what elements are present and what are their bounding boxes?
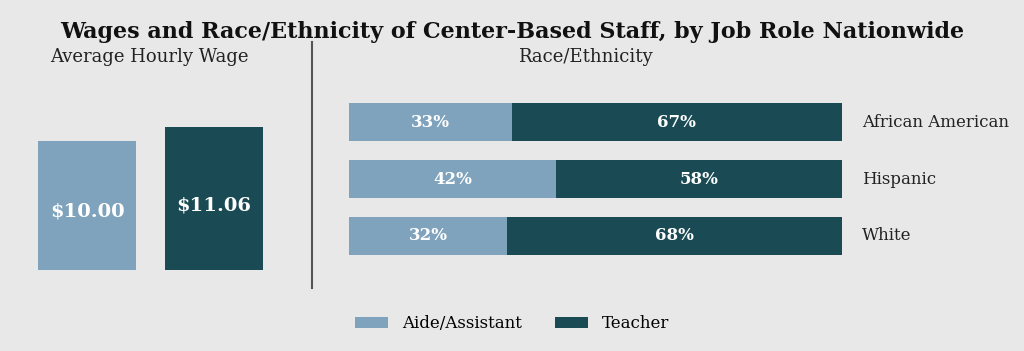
Text: 33%: 33%: [411, 114, 450, 131]
Text: Race/Ethnicity: Race/Ethnicity: [518, 48, 653, 66]
Text: Hispanic: Hispanic: [862, 171, 936, 187]
Bar: [507, 217, 842, 255]
Text: 68%: 68%: [655, 227, 694, 244]
Bar: [349, 103, 512, 141]
Text: 42%: 42%: [433, 171, 472, 187]
Text: White: White: [862, 227, 911, 244]
Text: 67%: 67%: [657, 114, 696, 131]
Bar: [349, 160, 556, 198]
Text: $11.06: $11.06: [176, 197, 251, 215]
Text: 58%: 58%: [680, 171, 719, 187]
Bar: [512, 103, 842, 141]
Text: 32%: 32%: [409, 227, 447, 244]
Text: African American: African American: [862, 114, 1009, 131]
Text: Wages and Race/Ethnicity of Center-Based Staff, by Job Role Nationwide: Wages and Race/Ethnicity of Center-Based…: [60, 21, 964, 43]
Text: $10.00: $10.00: [50, 203, 124, 221]
Bar: [165, 127, 263, 270]
Bar: [556, 160, 842, 198]
Bar: [38, 141, 136, 270]
Text: Average Hourly Wage: Average Hourly Wage: [50, 48, 248, 66]
Legend: Aide/Assistant, Teacher: Aide/Assistant, Teacher: [348, 309, 676, 339]
Bar: [349, 217, 507, 255]
